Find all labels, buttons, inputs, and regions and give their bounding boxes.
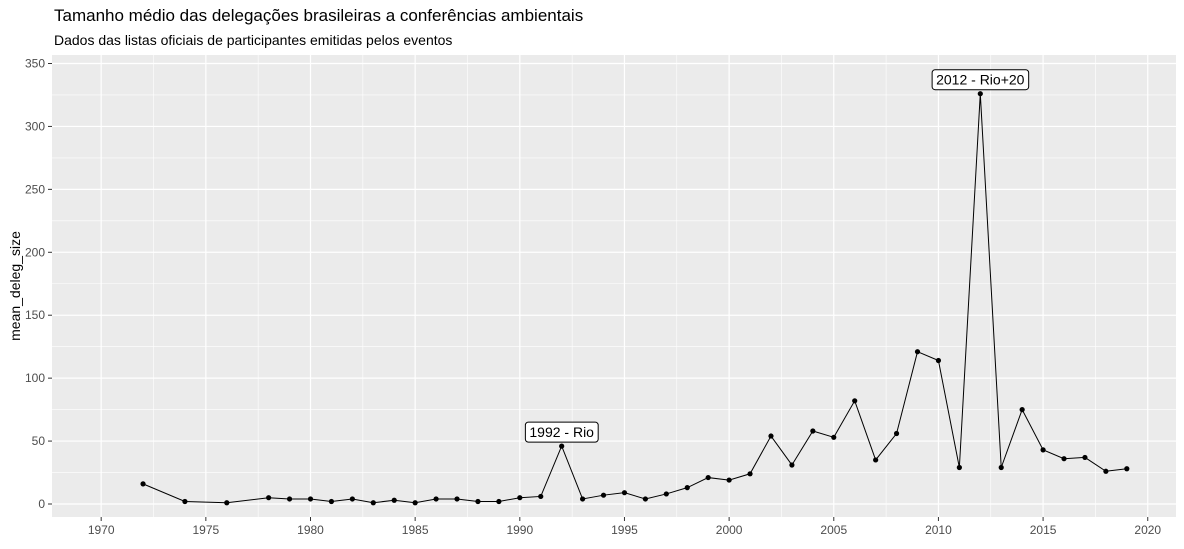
data-point (642, 496, 648, 502)
data-point (810, 428, 816, 434)
annotation-box (524, 421, 599, 443)
x-tick-label: 2020 (1134, 523, 1161, 537)
data-point (1019, 407, 1025, 413)
data-point (182, 498, 188, 505)
y-tick-label: 0 (38, 497, 45, 511)
data-point (998, 464, 1004, 471)
data-point (726, 477, 732, 483)
data-point (454, 496, 460, 502)
data-point (663, 491, 669, 497)
data-point (328, 498, 335, 505)
data-point (852, 398, 858, 404)
x-tick-label: 1985 (402, 523, 429, 537)
data-point (1082, 454, 1088, 461)
y-tick-label: 300 (25, 119, 45, 133)
y-tick-label: 250 (25, 182, 45, 196)
data-point (621, 490, 628, 496)
data-point (559, 443, 565, 449)
data-point (307, 496, 314, 502)
data-point (496, 498, 502, 505)
y-axis-title: mean_deleg_size (7, 231, 23, 341)
y-tick-label: 50 (32, 434, 46, 448)
data-point (1124, 466, 1130, 472)
x-tick-label: 1990 (506, 523, 533, 537)
data-point (370, 500, 376, 506)
y-tick-label: 150 (25, 308, 45, 322)
data-point (705, 474, 711, 481)
data-point (935, 357, 942, 364)
data-point (349, 496, 355, 502)
data-point (580, 496, 586, 502)
data-point (600, 492, 607, 498)
data-point (977, 91, 983, 97)
annotation-box (931, 69, 1030, 91)
data-point (475, 498, 481, 505)
data-point (224, 500, 230, 506)
x-tick-label: 1980 (297, 523, 324, 537)
data-point (517, 495, 523, 501)
data-point (391, 497, 397, 503)
data-point (538, 493, 544, 500)
chart-subtitle: Dados das listas oficiais de participant… (54, 32, 453, 48)
plot-panel (52, 55, 1176, 517)
x-tick-label: 2005 (820, 523, 847, 537)
data-point (1103, 468, 1109, 474)
x-tick-label: 2010 (925, 523, 952, 537)
x-tick-label: 1995 (611, 523, 638, 537)
annotation-label: 1992 - Rio (529, 424, 594, 440)
x-tick-label: 2000 (716, 523, 743, 537)
data-point (1040, 447, 1046, 453)
data-point (956, 464, 962, 471)
x-tick-label: 2015 (1030, 523, 1057, 537)
data-point (789, 462, 795, 468)
data-point (914, 349, 921, 355)
data-point (768, 433, 774, 439)
chart-title: Tamanho médio das delegações brasileiras… (54, 6, 584, 25)
data-point (1061, 456, 1067, 462)
data-point (831, 434, 837, 440)
x-tick-label: 1975 (192, 523, 219, 537)
data-point (412, 500, 418, 506)
data-point (266, 495, 272, 501)
data-point (140, 481, 146, 487)
annotation-label: 2012 - Rio+20 (936, 72, 1025, 88)
y-tick-label: 200 (25, 245, 45, 259)
data-point (747, 471, 753, 477)
data-point (893, 430, 900, 437)
y-tick-label: 350 (25, 57, 45, 71)
data-point (873, 457, 879, 463)
data-point (286, 496, 293, 502)
x-tick-label: 1970 (88, 523, 115, 537)
data-point (433, 496, 439, 502)
y-tick-label: 100 (25, 371, 45, 385)
data-point (684, 485, 690, 491)
